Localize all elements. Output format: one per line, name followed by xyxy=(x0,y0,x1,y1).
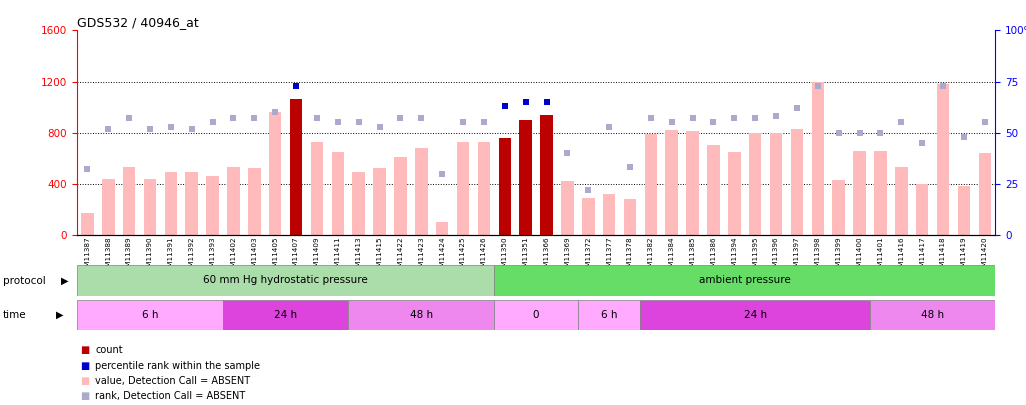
Bar xyxy=(916,184,929,235)
Bar xyxy=(957,186,971,235)
Bar xyxy=(223,300,348,330)
Text: ■: ■ xyxy=(80,361,89,371)
Bar xyxy=(640,300,870,330)
Bar xyxy=(206,176,219,235)
Text: count: count xyxy=(95,345,123,355)
Bar xyxy=(561,181,574,235)
Bar xyxy=(624,199,636,235)
Text: ■: ■ xyxy=(80,376,89,386)
Bar xyxy=(81,213,93,235)
Bar xyxy=(707,145,720,235)
Bar xyxy=(791,129,803,235)
Text: time: time xyxy=(3,310,27,320)
Bar xyxy=(686,131,699,235)
Bar xyxy=(373,168,386,235)
Text: rank, Detection Call = ABSENT: rank, Detection Call = ABSENT xyxy=(95,392,245,401)
Bar xyxy=(870,300,995,330)
Bar xyxy=(495,300,578,330)
Text: ambient pressure: ambient pressure xyxy=(699,275,791,286)
Bar xyxy=(77,265,495,296)
Bar xyxy=(519,120,531,235)
Bar xyxy=(164,172,177,235)
Text: 6 h: 6 h xyxy=(142,310,158,320)
Bar xyxy=(289,99,303,235)
Bar xyxy=(311,142,323,235)
Bar xyxy=(353,172,365,235)
Bar xyxy=(541,115,553,235)
Bar xyxy=(937,84,949,235)
Bar xyxy=(832,180,845,235)
Bar xyxy=(854,151,866,235)
Text: 24 h: 24 h xyxy=(744,310,766,320)
Text: ■: ■ xyxy=(80,345,89,355)
Text: value, Detection Call = ABSENT: value, Detection Call = ABSENT xyxy=(95,376,250,386)
Bar xyxy=(348,300,495,330)
Text: ■: ■ xyxy=(80,392,89,401)
Text: 60 mm Hg hydrostatic pressure: 60 mm Hg hydrostatic pressure xyxy=(203,275,368,286)
Bar xyxy=(457,142,469,235)
Bar xyxy=(77,300,223,330)
Bar xyxy=(499,138,511,235)
Bar xyxy=(123,167,135,235)
Bar xyxy=(416,148,428,235)
Bar xyxy=(186,172,198,235)
Bar xyxy=(644,134,657,235)
Bar xyxy=(478,142,490,235)
Bar xyxy=(874,151,886,235)
Bar xyxy=(603,194,616,235)
Bar xyxy=(248,168,261,235)
Text: 0: 0 xyxy=(532,310,540,320)
Bar xyxy=(144,179,156,235)
Bar xyxy=(436,222,448,235)
Text: 6 h: 6 h xyxy=(601,310,618,320)
Bar xyxy=(749,133,761,235)
Bar xyxy=(770,133,783,235)
Bar xyxy=(331,152,344,235)
Text: 48 h: 48 h xyxy=(409,310,433,320)
Bar xyxy=(578,300,640,330)
Text: GDS532 / 40946_at: GDS532 / 40946_at xyxy=(77,16,199,29)
Bar xyxy=(895,167,908,235)
Text: ▶: ▶ xyxy=(61,276,68,286)
Text: 48 h: 48 h xyxy=(921,310,944,320)
Bar xyxy=(666,130,678,235)
Bar xyxy=(102,179,115,235)
Text: 24 h: 24 h xyxy=(274,310,298,320)
Bar xyxy=(582,198,594,235)
Bar xyxy=(728,152,741,235)
Bar xyxy=(495,265,995,296)
Bar xyxy=(812,81,824,235)
Bar xyxy=(394,157,406,235)
Text: ▶: ▶ xyxy=(56,310,64,320)
Bar xyxy=(227,167,240,235)
Text: percentile rank within the sample: percentile rank within the sample xyxy=(95,361,261,371)
Bar xyxy=(979,153,991,235)
Text: protocol: protocol xyxy=(3,276,46,286)
Bar xyxy=(269,112,281,235)
